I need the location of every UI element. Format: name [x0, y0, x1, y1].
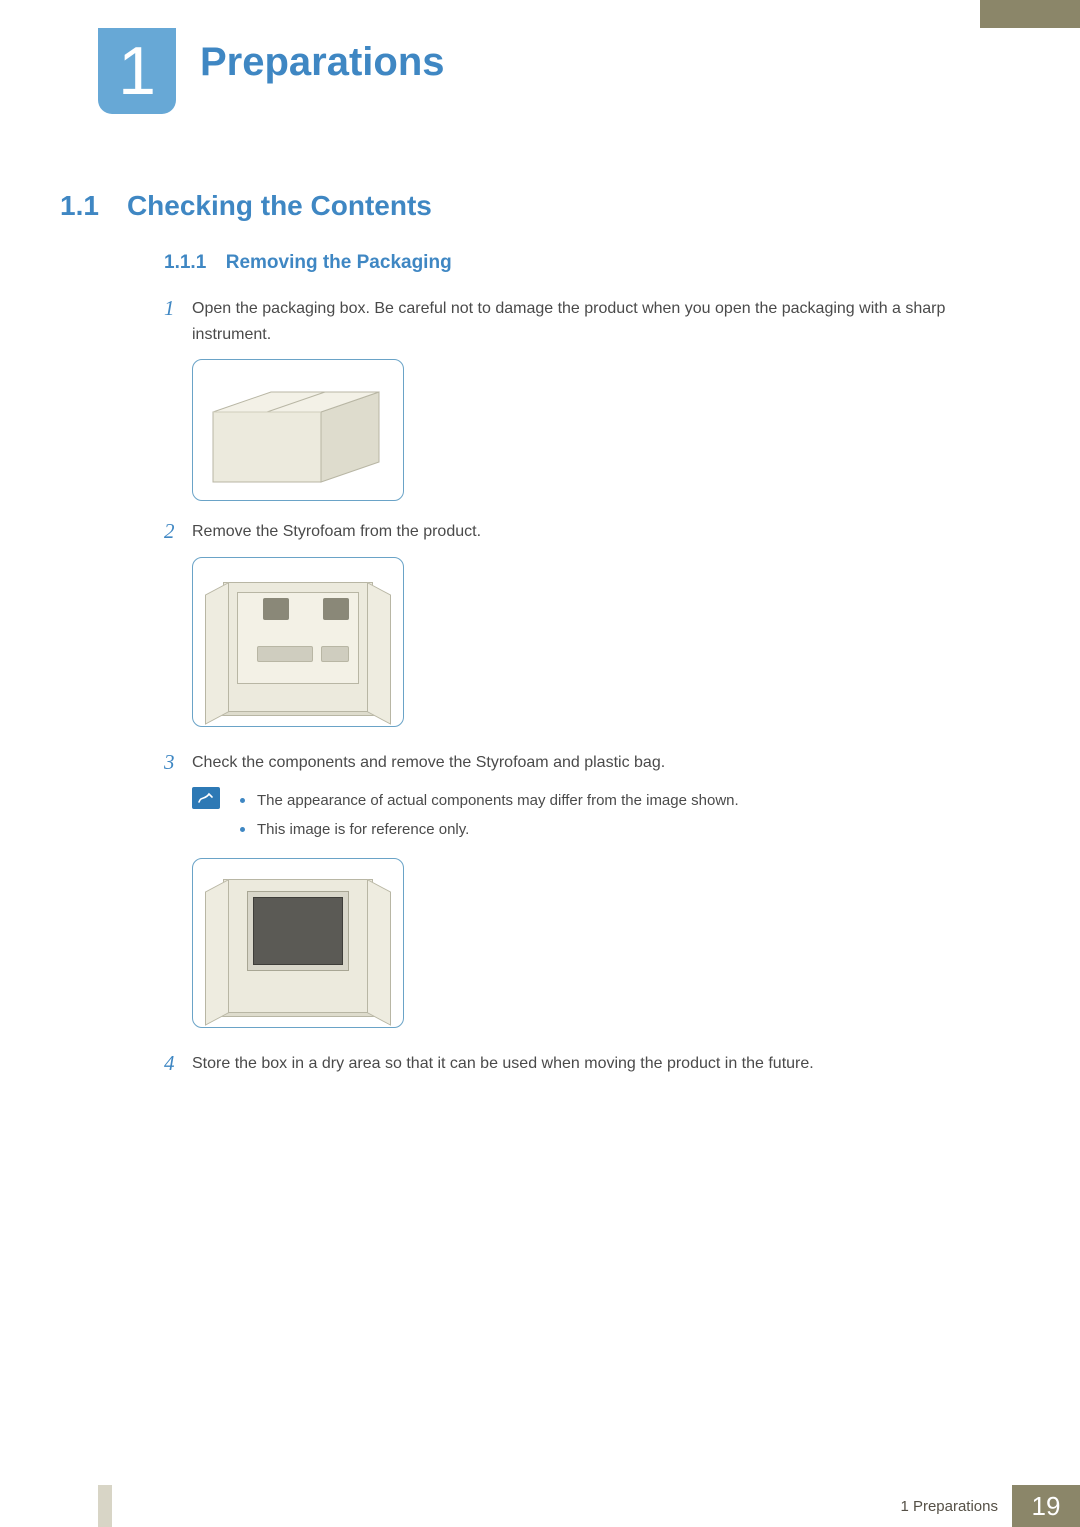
- chapter-title: Preparations: [200, 40, 445, 85]
- step-number: 4: [164, 1051, 192, 1076]
- step-item: 1 Open the packaging box. Be careful not…: [164, 296, 974, 347]
- subsection-heading: 1.1.1 Removing the Packaging: [164, 252, 452, 274]
- step-text: Remove the Styrofoam from the product.: [192, 519, 974, 545]
- note-text: The appearance of actual components may …: [257, 787, 739, 816]
- chapter-number: 1: [118, 32, 156, 110]
- step-item: 3 Check the components and remove the St…: [164, 750, 974, 776]
- open-box-monitor-illustration: [203, 869, 393, 1017]
- section-title: Checking the Contents: [127, 190, 432, 222]
- bullet-icon: [240, 798, 245, 803]
- header-accent-bar: [980, 0, 1080, 28]
- page-footer: 1 Preparations 19: [98, 1485, 1080, 1527]
- step-text: Store the box in a dry area so that it c…: [192, 1051, 974, 1077]
- figure-closed-box: [192, 359, 974, 501]
- step-item: 4 Store the box in a dry area so that it…: [164, 1051, 974, 1077]
- note-block: The appearance of actual components may …: [192, 787, 974, 844]
- note-item: This image is for reference only.: [240, 816, 974, 845]
- step-item: 2 Remove the Styrofoam from the product.: [164, 519, 974, 545]
- step-number: 2: [164, 519, 192, 544]
- footer-page-number: 19: [1012, 1485, 1080, 1527]
- figure-open-box-foam: [192, 557, 974, 732]
- note-icon: [192, 787, 220, 809]
- subsection-number: 1.1.1: [164, 252, 206, 273]
- chapter-number-badge: 1: [98, 28, 176, 114]
- footer-strip: [98, 1485, 112, 1527]
- step-number: 1: [164, 296, 192, 321]
- open-box-foam-illustration: [203, 568, 393, 716]
- note-list: The appearance of actual components may …: [240, 787, 974, 844]
- figure-open-box-monitor: [192, 858, 974, 1033]
- content-area: 1 Open the packaging box. Be careful not…: [164, 296, 974, 1089]
- step-text: Check the components and remove the Styr…: [192, 750, 974, 776]
- section-number: 1.1: [60, 190, 99, 222]
- footer-section-label: 1 Preparations: [112, 1485, 1012, 1527]
- note-item: The appearance of actual components may …: [240, 787, 974, 816]
- note-text: This image is for reference only.: [257, 816, 469, 845]
- subsection-title: Removing the Packaging: [226, 252, 452, 273]
- bullet-icon: [240, 827, 245, 832]
- closed-box-illustration: [203, 370, 393, 490]
- section-heading: 1.1 Checking the Contents: [60, 190, 432, 222]
- step-text: Open the packaging box. Be careful not t…: [192, 296, 974, 347]
- step-number: 3: [164, 750, 192, 775]
